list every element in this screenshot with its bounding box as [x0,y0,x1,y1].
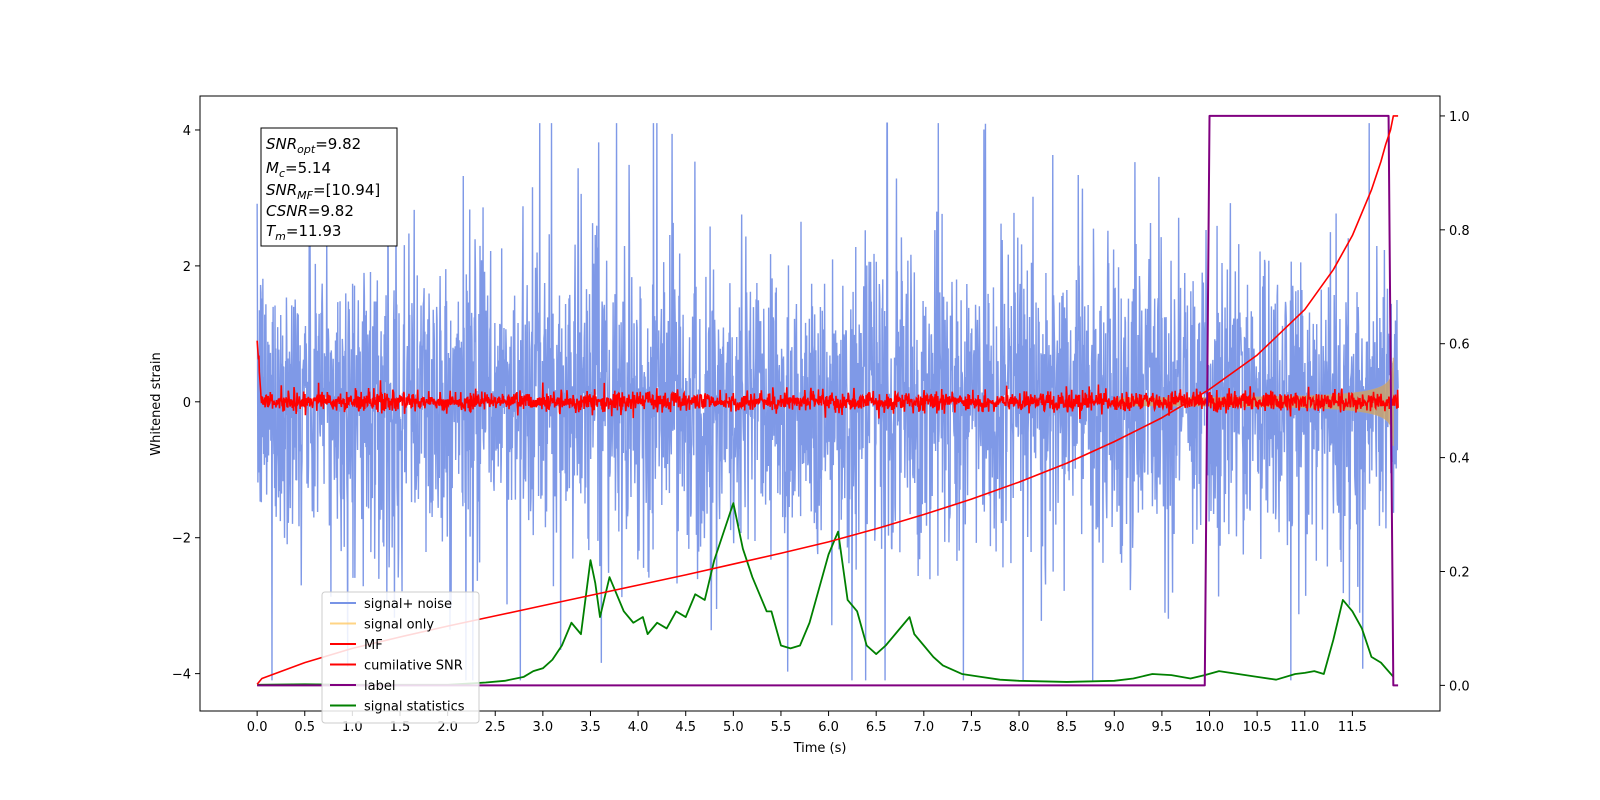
x-axis-label: Time (s) [793,741,847,756]
x-tick-label: 2.5 [485,720,506,735]
x-tick-label: 5.5 [771,720,792,735]
x-tick-label: 6.5 [866,720,887,735]
annotation-snr-mf: SNRMF=[10.94] [266,181,380,202]
x-tick-label: 7.5 [961,720,982,735]
y2-tick-label: 1.0 [1449,110,1470,125]
x-tick-label: 4.0 [628,720,649,735]
x-tick-label: 8.5 [1056,720,1077,735]
series-label [257,114,1399,687]
x-tick-label: 4.5 [675,720,696,735]
x-tick-label: 0.0 [247,720,268,735]
series-signal-noise [256,122,1399,681]
legend-entry: signal+ noise [364,597,452,612]
x-tick-label: 9.0 [1104,720,1125,735]
x-tick-label: 3.5 [580,720,601,735]
x-tick-label: 0.5 [294,720,315,735]
y-tick-label: 4 [183,124,191,139]
annotation-frame [260,127,398,247]
annotation-box: SNRopt=9.82 Mc=5.14 SNRMF=[10.94] CSNR=9… [260,127,398,247]
x-tick-label: 6.0 [818,720,839,735]
y-tick-label: 2 [183,260,191,275]
y2-tick-label: 0.0 [1449,679,1470,694]
legend-entry: signal statistics [364,700,465,715]
x-tick-label: 8.0 [1009,720,1030,735]
x-tick-label: 1.5 [390,720,411,735]
y-tick-label: −4 [172,668,191,683]
legend-entry: MF [364,638,383,653]
plot-frame [199,95,1441,712]
x-tick-label: 10.0 [1195,720,1224,735]
x-axis: 0.0 0.5 1.0 1.5 2.0 2.5 3.0 3.5 4.0 4.5 5.0 5.5 6.0 6… [247,711,1367,735]
x-tick-label: 3.0 [533,720,554,735]
x-tick-label: 10.5 [1243,720,1272,735]
legend-entry: signal only [364,618,434,633]
x-tick-label: 1.0 [342,720,363,735]
y-axis-left: −4 −2 0 2 4 [172,124,200,683]
y-axis-label: Whitened strain [149,352,164,455]
y-tick-label: 0 [183,396,191,411]
x-tick-label: 11.0 [1290,720,1319,735]
y2-tick-label: 0.6 [1449,338,1470,353]
y2-tick-label: 0.8 [1449,224,1470,239]
y2-tick-label: 0.4 [1449,452,1470,467]
annotation-snr-opt: SNRopt=9.82 [266,135,361,156]
legend-frame [321,591,480,724]
annotation-csnr: CSNR=9.82 [266,202,354,220]
x-tick-label: 7.0 [913,720,934,735]
legend: signal+ noise signal only MF cumilative SNR… [321,591,480,724]
series-signal-statistics [257,502,1395,686]
x-tick-label: 5.0 [723,720,744,735]
x-tick-label: 2.0 [437,720,458,735]
annotation-mc: Mc=5.14 [266,159,331,180]
legend-entry: cumilative SNR [364,659,463,674]
y-tick-label: −2 [172,532,191,547]
y2-tick-label: 0.2 [1449,565,1470,580]
annotation-tm: Tm=11.93 [266,222,341,243]
x-tick-label: 9.5 [1152,720,1173,735]
x-tick-label: 11.5 [1338,720,1367,735]
y-axis-right: 0.0 0.2 0.4 0.6 0.8 1.0 [1440,110,1470,694]
legend-entry: label [364,679,395,694]
